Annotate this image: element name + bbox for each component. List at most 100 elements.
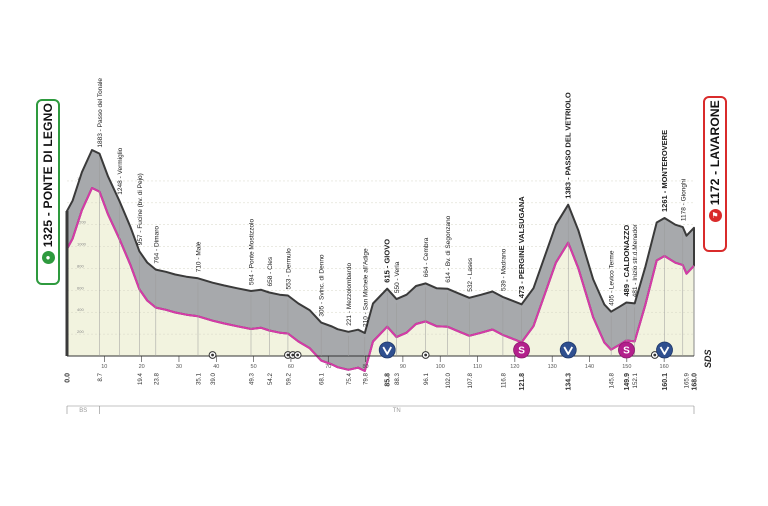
mountain-gpm-icon xyxy=(378,341,396,359)
km-tick-label: 90 xyxy=(400,364,406,370)
km-label: 116.8 xyxy=(500,372,507,388)
km-label: 107.8 xyxy=(467,372,474,388)
place-label: 481 - Inizio str.d.Menador xyxy=(632,223,639,297)
elevation-tick-label: 800 xyxy=(77,263,84,268)
sprint-label: S xyxy=(623,346,630,357)
km-label: 168.0 xyxy=(692,373,699,391)
place-label: 539 - Madrano xyxy=(500,248,507,291)
km-tick-label: 80 xyxy=(363,364,369,370)
km-label: 165.9 xyxy=(684,372,691,388)
place-label: 221 - Mezzolombardo xyxy=(346,263,353,326)
km-tick-label: 10 xyxy=(101,364,107,370)
mountain-gpm-glyph xyxy=(382,346,392,355)
elevation-tick-label: 1200 xyxy=(77,220,87,225)
bike-icon: ● xyxy=(41,251,55,265)
place-label: 658 - Cles xyxy=(267,256,274,286)
km-tick-label: 30 xyxy=(176,364,182,370)
km-label: 145.8 xyxy=(609,372,616,388)
mountain-gpm-glyph xyxy=(563,346,574,355)
km-label: 19.4 xyxy=(137,372,144,385)
km-label: 59.2 xyxy=(285,372,292,385)
km-tick-label: 140 xyxy=(585,364,594,370)
km-tick-label: 70 xyxy=(325,364,331,370)
profile-lower-fill xyxy=(67,188,694,371)
elevation-tick-label: 1000 xyxy=(77,242,87,247)
km-tick-label: 110 xyxy=(473,364,482,370)
place-label: 473 - PERGINE VALSUGANA xyxy=(517,196,526,299)
km-label: 88.3 xyxy=(394,372,401,385)
route-line xyxy=(66,187,695,372)
province-bar: BS TN xyxy=(66,405,695,414)
km-label: 149.9 xyxy=(624,373,631,391)
sprint-icon xyxy=(513,341,530,359)
time-check-dot xyxy=(424,353,428,357)
profile-lower-band xyxy=(67,188,694,371)
place-label: 957 - Fucine (bv. di Pejo) xyxy=(137,173,144,245)
place-label: 664 - Cembra xyxy=(423,237,430,277)
km-tick-label: 60 xyxy=(288,364,294,370)
km-label: 68.1 xyxy=(319,372,326,385)
place-label: 550 - Verla xyxy=(394,261,401,293)
km-label: 134.3 xyxy=(566,373,573,391)
km-label: 121.8 xyxy=(519,373,526,391)
place-label: 1883 - Passo del Tonale xyxy=(97,78,104,148)
province-label: TN xyxy=(393,408,401,414)
profile-labels: 1883 - Passo del Tonale 1248 - Vermiglio 9… xyxy=(97,78,687,356)
finish-flag-icon: ⚑ xyxy=(708,209,722,223)
km-label: 39.0 xyxy=(210,372,217,385)
finish-label: 1172 - LAVARONE xyxy=(708,100,722,206)
km-label: 54.2 xyxy=(267,372,274,385)
km-tick-label: 160 xyxy=(660,364,669,370)
place-label: 1178 - Gionghi xyxy=(680,179,687,221)
km-label: 23.8 xyxy=(153,372,160,385)
km-label: 79.8 xyxy=(362,372,369,385)
place-label: 305 - Svinc. di Denno xyxy=(319,254,326,317)
elevation-tick-label: 600 xyxy=(77,285,84,290)
km-labels: 0.0 8.7 19.4 23.8 35.1 39.0 49.3 54.2 59.2 68.1 75… xyxy=(65,372,699,390)
km-label: 35.1 xyxy=(196,372,203,385)
place-label: 210 - San Michele all'Adige xyxy=(362,248,369,327)
km-label: 0.0 xyxy=(65,373,72,383)
place-label: 553 - Dermulo xyxy=(285,248,292,290)
place-label: 405 - Levico Terme xyxy=(609,250,616,306)
km-tick-label: 130 xyxy=(548,364,557,370)
place-label: 1248 - Vermiglio xyxy=(117,147,124,194)
mountain-gpm-glyph xyxy=(659,346,670,355)
km-label: 152.1 xyxy=(632,372,639,388)
km-tick-label: 120 xyxy=(510,364,519,370)
sprint-icon xyxy=(618,341,635,359)
place-label: 1383 - PASSO DEL VETRIOLO xyxy=(564,92,573,199)
start-label: 1325 - PONTE DI LEGNO xyxy=(41,103,55,248)
place-label: 764 - Dimaro xyxy=(153,226,160,264)
place-label: 1261 - MONTEROVERE xyxy=(660,130,669,212)
km-tick-label: 100 xyxy=(436,364,445,370)
elevation-tick-label: 400 xyxy=(77,307,84,312)
place-label: 532 - Lases xyxy=(467,257,474,292)
place-label: 489 - CALDONAZZO xyxy=(622,225,631,297)
mountain-gpm-icon xyxy=(656,341,673,359)
km-label: 49.3 xyxy=(249,372,256,385)
km-label: 102.0 xyxy=(445,372,452,388)
km-label: 8.7 xyxy=(97,372,104,381)
km-ticks: 10 20 30 40 50 60 70 80 90 100 110 120 130 140 150 160 xyxy=(101,356,669,370)
time-check-dot xyxy=(653,353,657,357)
time-check-dot xyxy=(291,353,295,357)
place-label: 710 - Malè xyxy=(196,241,203,272)
place-label: 594 - Ponte Mostizzolo xyxy=(249,218,256,285)
km-label: 75.4 xyxy=(346,372,353,385)
km-tick-label: 40 xyxy=(213,364,219,370)
km-tick-label: 150 xyxy=(622,364,631,370)
start-plate: 1325 - PONTE DI LEGNO ● xyxy=(36,99,60,285)
finish-plate: 1172 - LAVARONE ⚑ xyxy=(703,96,727,252)
time-check-dot xyxy=(211,353,214,357)
sprint-label: S xyxy=(518,346,525,357)
km-label: 160.1 xyxy=(662,373,669,391)
km-label: 85.8 xyxy=(385,373,392,387)
brand-logo: SDS xyxy=(703,349,713,368)
km-label: 96.1 xyxy=(423,372,430,385)
place-label: 614 - Bv. di Segonzano xyxy=(445,215,452,282)
place-label: 615 - GIOVO xyxy=(383,239,392,283)
time-check-dot xyxy=(286,353,290,357)
